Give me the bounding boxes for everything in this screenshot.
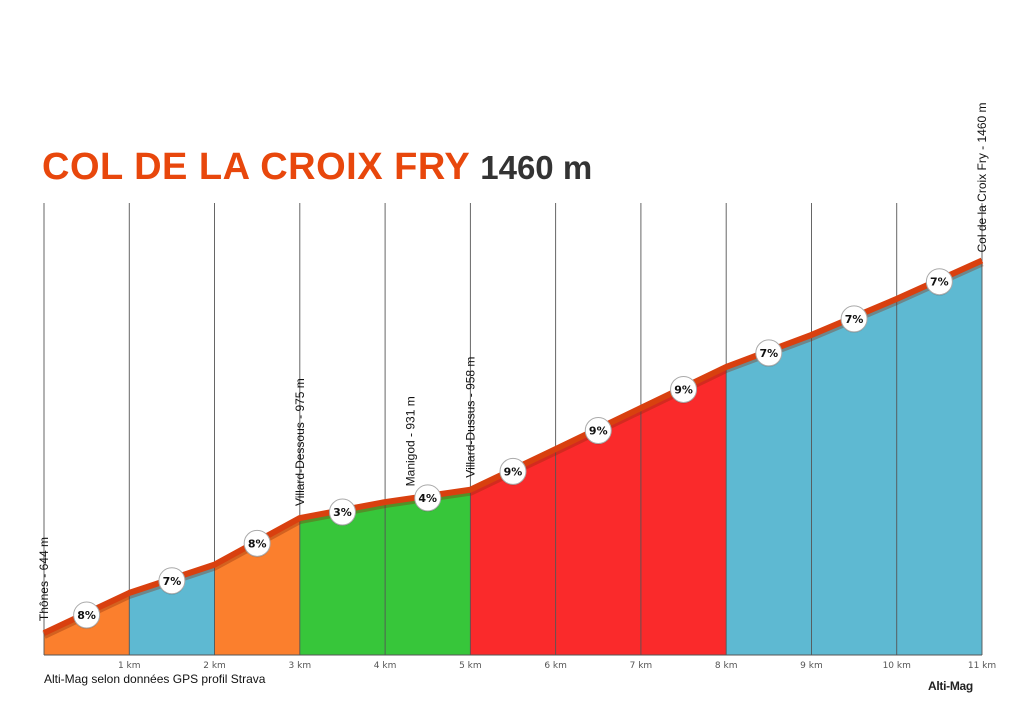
place-label-4: Villard-Dussus - 958 m	[463, 357, 477, 478]
place-label-5: Col de la Croix Fry - 1460 m	[975, 102, 989, 252]
gradient-badge-6	[499, 457, 527, 485]
place-label-2: Villard-Dessous - 975 m	[293, 378, 307, 506]
tick-label-6km: 6 km	[544, 661, 567, 671]
gradient-badge-8	[670, 375, 698, 403]
tick-label-2km: 2 km	[203, 661, 226, 671]
gradient-badge-10	[840, 305, 868, 333]
x-axis-ticks: 1 km 2 km 3 km 4 km 5 km 6 km 7 km 8 km 9 km 10 k…	[118, 661, 996, 671]
gradient-badge-2	[158, 567, 186, 595]
place-labels: Thônes - 644 m Villard-Dessous - 975 m Man…	[37, 102, 989, 621]
chart-title: COL DE LA CROIX FRY 1460 m	[42, 146, 592, 189]
gradient-badge-11	[925, 268, 953, 296]
gradient-label-6: 9%	[504, 465, 523, 478]
segment-area-4	[299, 502, 386, 655]
km-gridlines	[43, 203, 983, 656]
segment-area-8	[640, 366, 727, 655]
place-label-1: Thônes - 644 m	[37, 537, 51, 621]
tick-label-5km: 5 km	[459, 661, 482, 671]
gradient-label-5: 4%	[418, 492, 437, 505]
gradient-label-2: 7%	[163, 575, 182, 588]
data-source-credit: Alti-Mag selon données GPS profil Strava	[44, 672, 266, 686]
tick-label-10km: 10 km	[883, 661, 911, 671]
segment-area-11	[896, 260, 982, 655]
tick-label-3km: 3 km	[289, 661, 312, 671]
tick-label-7km: 7 km	[630, 661, 653, 671]
segment-areas	[44, 260, 982, 655]
segment-area-3	[214, 518, 300, 655]
gradient-label-10: 7%	[845, 313, 864, 326]
segment-area-9	[726, 334, 812, 655]
place-label-3: Manigod - 931 m	[404, 396, 418, 486]
gradient-label-11: 7%	[930, 276, 949, 289]
gradient-label-1: 8%	[77, 609, 96, 622]
brand-logo: Alti-Mag	[928, 679, 973, 693]
segment-area-5	[385, 489, 471, 655]
climb-name: COL DE LA CROIX FRY	[42, 146, 471, 188]
segment-area-7	[555, 407, 641, 655]
gradient-badge-9	[755, 339, 783, 367]
tick-label-9km: 9 km	[800, 661, 823, 671]
summit-altitude: 1460 m	[480, 149, 593, 186]
gradient-label-7: 9%	[589, 425, 608, 438]
tick-label-1km: 1 km	[118, 661, 141, 671]
gradient-label-3: 8%	[248, 537, 267, 550]
gradient-label-4: 3%	[333, 506, 352, 519]
gradient-label-9: 7%	[759, 347, 778, 360]
gradient-badge-1	[73, 601, 101, 629]
segment-area-10	[811, 298, 897, 655]
tick-label-11km: 11 km	[968, 661, 996, 671]
tick-label-8km: 8 km	[715, 661, 738, 671]
gradient-label-8: 9%	[674, 383, 693, 396]
gradient-badge-5	[414, 484, 442, 512]
gradient-badge-7	[584, 417, 612, 445]
gradient-badge-4	[328, 498, 356, 526]
segment-area-6	[470, 449, 556, 655]
tick-label-4km: 4 km	[374, 661, 397, 671]
gradient-badge-3	[243, 529, 271, 557]
gradient-badges: 8% 7% 8% 3% 4% 9% 9% 9% 7% 7% 7%	[73, 268, 953, 629]
